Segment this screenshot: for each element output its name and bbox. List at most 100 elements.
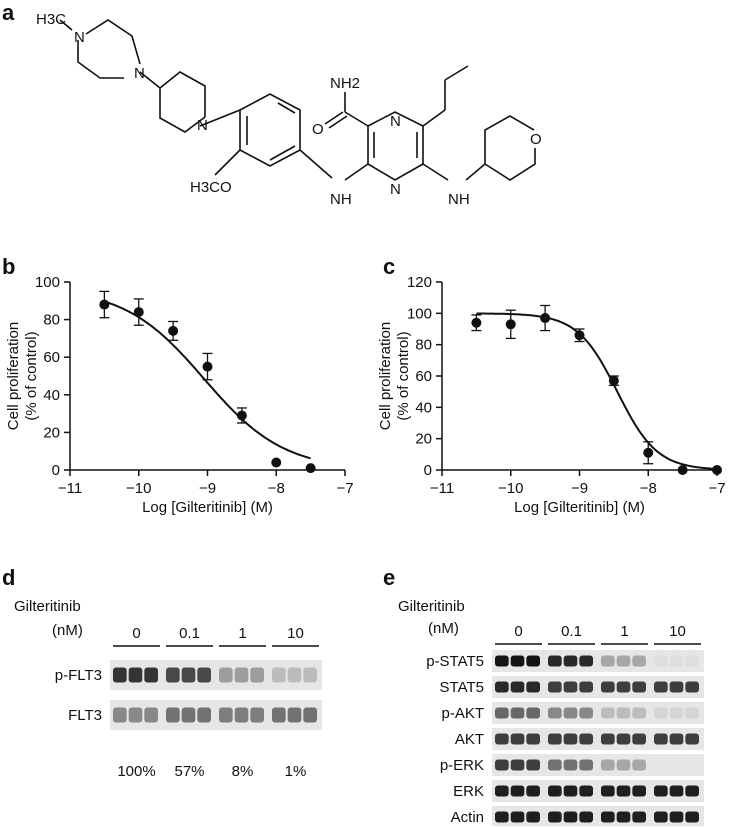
data-point [168,325,179,336]
blot-band [601,785,615,797]
blot-band [669,707,684,719]
blot-band [219,667,233,683]
blot-band [579,733,593,745]
blot-band [510,681,525,693]
dose-label: 0.1 [561,623,582,640]
blot-band [579,655,593,667]
blot-band [128,667,143,683]
blot-band [548,811,562,823]
blot-band [654,681,668,693]
atom-nh2: NH2 [330,75,360,92]
blot-band [669,811,684,823]
panel-label-a: a [2,0,15,25]
blot-membrane [492,650,704,672]
blot-band [654,759,668,771]
x-tick-label: −10 [498,480,523,497]
blot-band [166,707,180,723]
blot-band [669,733,684,745]
data-point [540,313,551,324]
dose-label: 10 [287,625,304,642]
y-tick-label: 80 [43,312,60,329]
blot-row-label: p-AKT [441,705,484,722]
dose-label: 0 [514,623,522,640]
blot-band [616,785,631,797]
data-point [643,447,654,458]
data-point [236,410,247,421]
dose-label: 1 [620,623,628,640]
blot-band [685,759,699,771]
blot-band [601,733,615,745]
blot-band [510,785,525,797]
blot-membrane [492,728,704,750]
blot-row-label: ERK [453,783,484,800]
atom-n-piperazine-1: N [74,29,85,46]
blot-band [563,681,578,693]
x-axis-label: Log [Gilteritinib] (M) [142,499,273,516]
y-tick-label: 100 [407,305,432,322]
atom-n-pyrazine-1: N [390,113,401,130]
y-tick-label: 60 [43,349,60,366]
blot-band [579,785,593,797]
atom-h3co: H3CO [190,179,232,196]
blot-band [181,667,196,683]
atom-o-amide: O [312,121,324,138]
blot-band [632,655,646,667]
panel-label-e: e [383,565,396,590]
blot-band [632,681,646,693]
chart-c: 0 20 40 60 80 100 120 −11 −10 −9 −8 −7 Log [Gilterit… [377,274,726,516]
blot-band [563,655,578,667]
dose-label: 0.1 [179,625,200,642]
blot-band [113,707,127,723]
atom-nh-right: NH [448,191,470,208]
panel-label-d: d [2,565,16,590]
blot-band [654,811,668,823]
blot-band [495,733,509,745]
atom-o-pyran: O [530,131,542,148]
blot-row-label: AKT [455,731,484,748]
blot-band [548,759,562,771]
blot-row-label: p-ERK [440,757,484,774]
western-blot-e: Gilteritinib (nM) 0 0.1 1 10 p-STAT5 STAT5 p-A… [372,590,742,826]
x-tick-label: −8 [268,480,285,497]
blot-d-drug-label: Gilteritinib [14,598,81,615]
x-tick-label: −7 [336,480,353,497]
data-point [99,299,110,310]
blot-d-unit-label: (nM) [52,622,83,639]
blot-band [616,759,631,771]
x-tick-label: −11 [430,480,454,497]
blot-band [303,707,317,723]
blot-band [632,733,646,745]
y-tick-label: 80 [415,337,432,354]
blot-d-bands: 0 0.1 1 10 p-FLT3 FLT3 100% 57% 8% 1% [55,625,322,780]
blot-row-label: STAT5 [440,679,484,696]
blot-band [669,759,684,771]
blot-band [685,733,699,745]
blot-band [250,667,264,683]
blot-band [526,785,540,797]
blot-band [563,733,578,745]
blot-band [563,759,578,771]
blot-band [548,785,562,797]
y-tick-label: 100 [35,274,60,291]
blot-band [579,681,593,693]
blot-band [219,707,233,723]
x-tick-label: −9 [199,480,216,497]
blot-e-drug-label: Gilteritinib [398,598,465,615]
blot-band [669,785,684,797]
blot-band [685,681,699,693]
blot-band [181,707,196,723]
blot-band [654,707,668,719]
blot-band [579,707,593,719]
data-point [608,375,619,386]
blot-band [303,667,317,683]
data-point [471,317,482,328]
blot-band [526,811,540,823]
blot-band [166,667,180,683]
blot-membrane [492,780,704,802]
blot-band [632,811,646,823]
blot-band [616,681,631,693]
blot-band [526,655,540,667]
blot-e-bands: 0 0.1 1 10 p-STAT5 STAT5 p-AKT AKT p-ERK ERK Actin [426,623,704,826]
blot-band [272,667,286,683]
blot-band [563,811,578,823]
